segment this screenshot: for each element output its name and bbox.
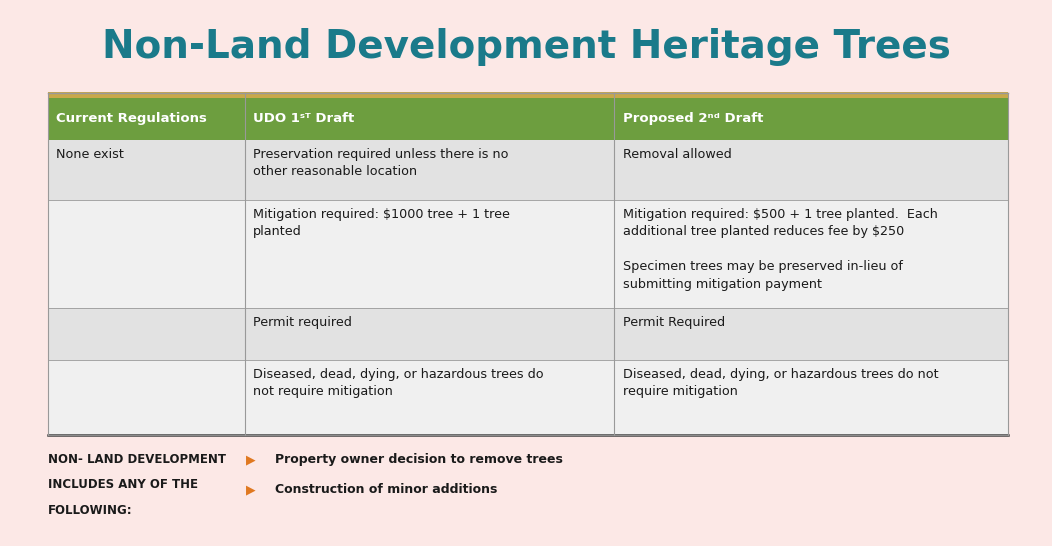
Bar — [47, 92, 1008, 98]
Text: Proposed 2ⁿᵈ Draft: Proposed 2ⁿᵈ Draft — [623, 112, 764, 126]
Bar — [614, 200, 1008, 308]
Bar — [245, 98, 614, 140]
Bar — [47, 360, 245, 435]
Text: Diseased, dead, dying, or hazardous trees do not
require mitigation: Diseased, dead, dying, or hazardous tree… — [623, 368, 938, 399]
Bar — [614, 308, 1008, 360]
Bar — [47, 140, 245, 200]
Bar — [245, 308, 614, 360]
Bar — [47, 308, 245, 360]
Bar — [245, 200, 614, 308]
Text: Permit Required: Permit Required — [623, 316, 725, 329]
Text: Permit required: Permit required — [254, 316, 352, 329]
Text: ▶: ▶ — [246, 483, 256, 496]
Text: Mitigation required: $500 + 1 tree planted.  Each
additional tree planted reduce: Mitigation required: $500 + 1 tree plant… — [623, 208, 938, 291]
Bar — [245, 360, 614, 435]
Text: INCLUDES ANY OF THE: INCLUDES ANY OF THE — [47, 478, 198, 491]
Bar — [47, 98, 245, 140]
Bar — [614, 140, 1008, 200]
Bar — [47, 92, 1008, 98]
Text: UDO 1ˢᵀ Draft: UDO 1ˢᵀ Draft — [254, 112, 355, 126]
Bar — [614, 360, 1008, 435]
Text: ▶: ▶ — [246, 453, 256, 466]
Text: NON- LAND DEVELOPMENT: NON- LAND DEVELOPMENT — [47, 453, 226, 466]
Text: None exist: None exist — [57, 148, 124, 161]
Text: Property owner decision to remove trees: Property owner decision to remove trees — [276, 453, 563, 466]
Text: Non-Land Development Heritage Trees: Non-Land Development Heritage Trees — [102, 28, 950, 66]
Text: Removal allowed: Removal allowed — [623, 148, 732, 161]
Text: Current Regulations: Current Regulations — [57, 112, 207, 126]
Bar — [47, 200, 245, 308]
Text: Diseased, dead, dying, or hazardous trees do
not require mitigation: Diseased, dead, dying, or hazardous tree… — [254, 368, 544, 399]
Text: Mitigation required: $1000 tree + 1 tree
planted: Mitigation required: $1000 tree + 1 tree… — [254, 208, 510, 239]
Bar — [614, 98, 1008, 140]
Bar — [245, 140, 614, 200]
Text: Construction of minor additions: Construction of minor additions — [276, 483, 498, 496]
Text: Preservation required unless there is no
other reasonable location: Preservation required unless there is no… — [254, 148, 509, 179]
Text: FOLLOWING:: FOLLOWING: — [47, 504, 133, 517]
